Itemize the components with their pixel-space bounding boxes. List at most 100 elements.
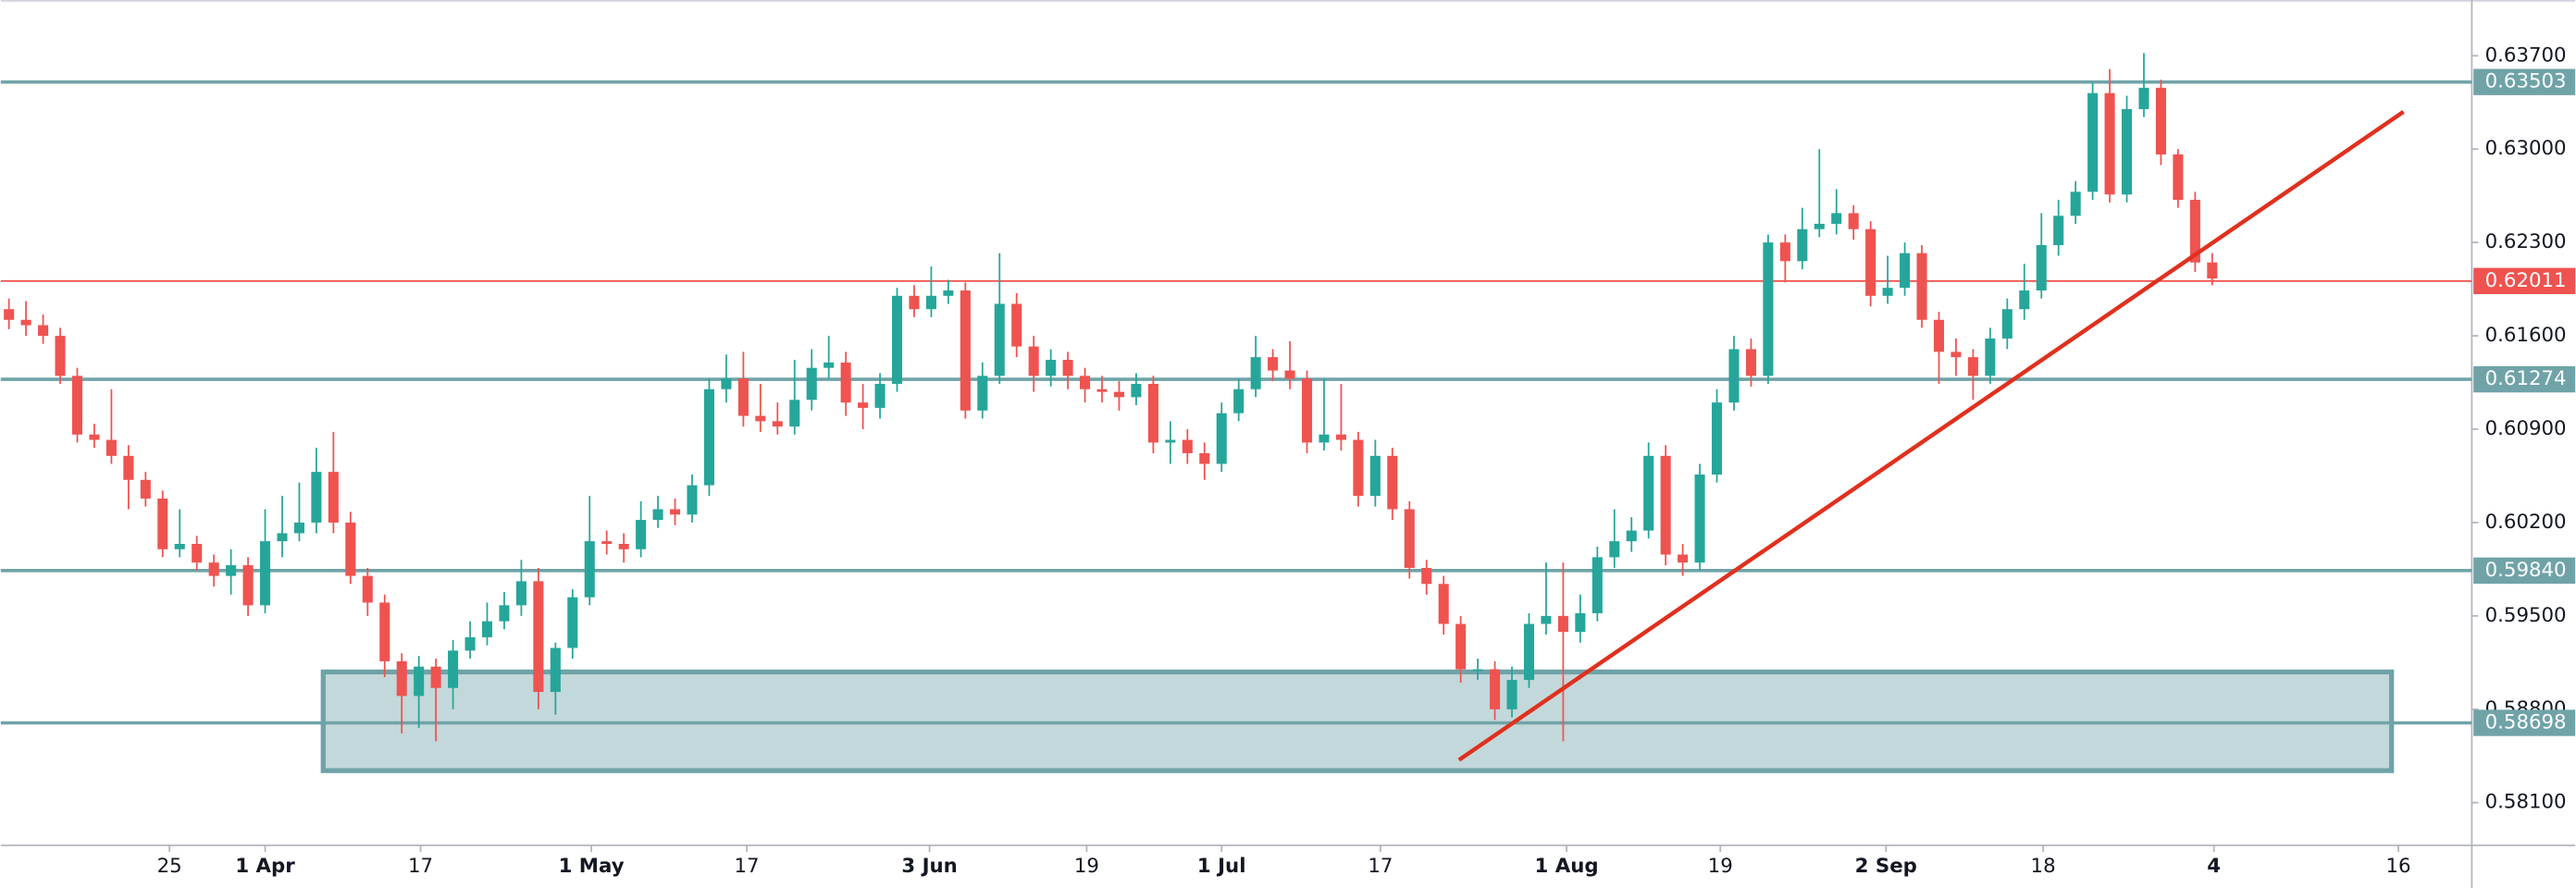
candle-body: [1182, 439, 1193, 453]
candle-body: [977, 376, 988, 411]
candle-body: [636, 520, 647, 549]
candle-body: [1797, 228, 1808, 262]
candle-body: [226, 565, 237, 576]
candle-body: [1319, 434, 1330, 443]
candle-body: [1046, 360, 1057, 376]
candle-body: [1848, 213, 1859, 229]
candle-body: [414, 666, 425, 697]
candle-body: [2053, 216, 2064, 246]
candle-body: [1284, 370, 1295, 379]
candle-body: [772, 421, 783, 427]
x-tick-label: 1 Aug: [1535, 855, 1599, 878]
x-tick-label: 2 Sep: [1855, 855, 1917, 878]
candle-body: [2189, 199, 2200, 263]
x-tick-label: 19: [1074, 855, 1099, 878]
candle-body: [891, 295, 903, 384]
candle-body: [105, 439, 117, 456]
candle-body: [960, 290, 971, 411]
candle-body: [464, 636, 476, 651]
x-tick-label: 1 May: [559, 855, 625, 878]
x-tick-label: 17: [1368, 855, 1393, 878]
x-tick-label: 4: [2207, 855, 2221, 878]
candle-body: [293, 522, 304, 534]
candle-body: [448, 650, 459, 688]
candle-body: [1882, 288, 1893, 296]
candle-body: [1951, 352, 1962, 358]
candle-body: [2173, 154, 2184, 200]
candle-body: [1472, 669, 1483, 672]
candle-body: [38, 325, 49, 337]
candle-body: [1062, 360, 1073, 376]
candle-body: [157, 498, 168, 549]
candle-body: [874, 383, 886, 408]
candle-body: [1011, 303, 1022, 347]
candle-body: [1933, 319, 1945, 352]
candle-body: [533, 581, 544, 693]
candle-body: [1916, 253, 1927, 320]
candle-body: [1490, 669, 1501, 709]
candle-body: [208, 562, 219, 576]
level-label: 0.62011: [2485, 269, 2567, 292]
level-label: 0.61274: [2485, 367, 2567, 390]
candle-body: [1438, 584, 1449, 624]
candle-body: [806, 367, 817, 401]
candle-body: [1216, 413, 1227, 464]
candle-body: [1421, 567, 1432, 585]
x-tick-label: 3 Jun: [901, 855, 957, 878]
candle-body: [1387, 455, 1398, 510]
candle-body: [1728, 349, 1740, 403]
candle-body: [584, 541, 595, 598]
candle-body: [242, 565, 254, 606]
candle-body: [789, 400, 800, 427]
candle-body: [55, 336, 66, 376]
level-label-box: [2473, 267, 2576, 294]
candle-body: [499, 605, 510, 622]
candle-body: [1541, 615, 1552, 624]
candle-body: [1591, 557, 1603, 613]
x-tick-label: 17: [408, 855, 433, 878]
candle-body: [1626, 530, 1637, 542]
candle-body: [1745, 349, 1756, 376]
x-tick-label: 19: [1708, 855, 1733, 878]
candle-body: [1096, 388, 1108, 392]
candle-body: [89, 434, 100, 440]
candle-body: [140, 479, 151, 499]
level-label-box: [2473, 557, 2576, 585]
candle-body: [1831, 213, 1842, 224]
candle-body: [2207, 262, 2218, 279]
candle-body: [1575, 612, 1586, 633]
candle-body: [1353, 439, 1364, 497]
x-tick-label: 1 Apr: [235, 855, 295, 878]
candle-body: [345, 522, 356, 576]
candle-body: [1967, 357, 1978, 376]
candle-body: [515, 581, 526, 606]
candle-body: [1523, 623, 1535, 681]
candle-body: [260, 541, 271, 606]
candle-body: [943, 290, 954, 296]
candle-body: [20, 319, 31, 326]
y-tick-label: 0.63000: [2485, 137, 2567, 160]
candle-body: [2155, 87, 2166, 154]
candle-body: [840, 362, 851, 403]
y-tick-label: 0.63700: [2485, 43, 2567, 67]
candle-body: [1711, 402, 1723, 475]
candle-body: [311, 472, 322, 523]
x-tick-label: 25: [157, 855, 182, 878]
y-tick-label: 0.60200: [2485, 511, 2567, 534]
candle-body: [755, 415, 766, 422]
candle-body: [1506, 680, 1517, 709]
candle-body: [2070, 191, 2081, 216]
candle-body: [1763, 242, 1774, 376]
candle-body: [1678, 554, 1689, 563]
candle-body: [174, 543, 185, 549]
candle-body: [567, 597, 578, 648]
candle-body: [2122, 108, 2133, 195]
level-label: 0.59840: [2485, 559, 2567, 582]
candle-body: [2087, 92, 2099, 192]
trendline: [1457, 110, 2405, 762]
candle-body: [1199, 452, 1210, 464]
candle-body: [670, 509, 681, 515]
y-tick-label: 0.61600: [2485, 324, 2567, 347]
candle-body: [1147, 383, 1158, 443]
level-label-box: [2473, 365, 2576, 393]
